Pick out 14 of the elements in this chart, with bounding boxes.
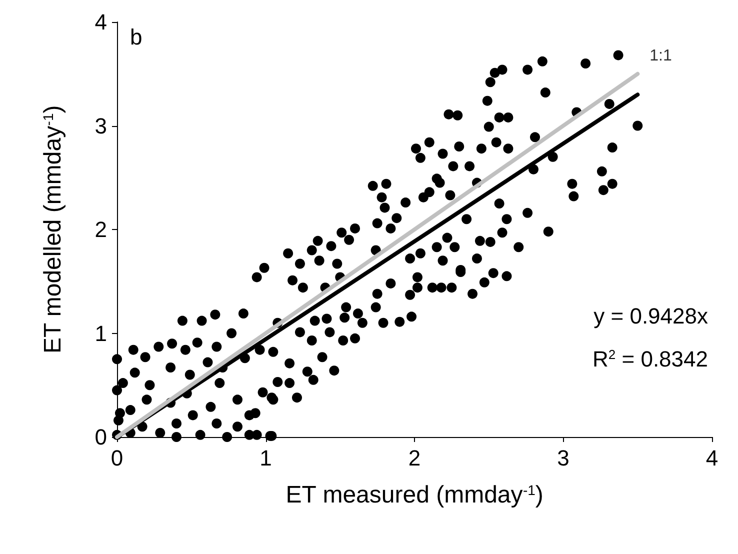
y-tick-label: 1	[94, 320, 107, 346]
series-label: 1:1	[650, 47, 672, 64]
y-tick-label: 3	[94, 113, 107, 138]
y-tick-label: 2	[94, 217, 107, 242]
annotation: y = 0.9428x	[594, 304, 708, 328]
y-tick-label: 0	[94, 424, 107, 450]
x-tick-label: 2	[408, 446, 421, 470]
y-axis-title: ET modelled (mmday-1)	[40, 105, 66, 354]
x-tick-label: 0	[110, 446, 124, 470]
annotation: b	[130, 24, 142, 50]
x-tick-label: 1	[260, 446, 272, 470]
x-tick-label: 3	[557, 446, 570, 470]
x-tick-label: 4	[706, 446, 718, 470]
y-tick-label: 4	[94, 10, 107, 34]
